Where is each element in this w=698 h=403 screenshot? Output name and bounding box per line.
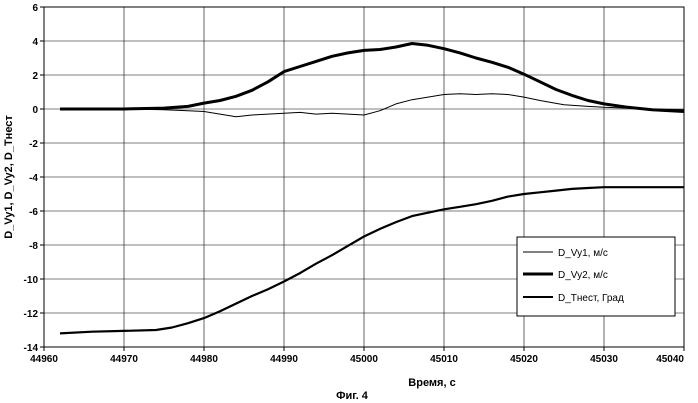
y-axis-title: D_Vy1, D_Vy2, D_Тнест <box>3 115 15 239</box>
y-tick-label: -2 <box>29 139 38 150</box>
y-tick-label: 4 <box>32 37 38 48</box>
x-tick-label: 45010 <box>430 354 458 365</box>
legend-label-tnest: D_Тнест, Град <box>558 293 624 304</box>
y-tick-label: -4 <box>29 173 38 184</box>
y-tick-label: 6 <box>32 3 38 14</box>
x-tick-label: 45030 <box>590 354 618 365</box>
x-tick-label: 44960 <box>30 354 58 365</box>
y-tick-label: -12 <box>24 309 39 320</box>
y-tick-label: -14 <box>24 343 39 354</box>
y-tick-label: -8 <box>29 241 38 252</box>
x-tick-label: 44980 <box>190 354 218 365</box>
x-axis-title: Время, с <box>408 377 455 389</box>
legend-label-vy1: D_Vy1, м/с <box>558 248 608 259</box>
x-tick-label: 44990 <box>270 354 298 365</box>
x-tick-label: 45040 <box>656 354 684 365</box>
y-tick-label: -10 <box>24 275 39 286</box>
y-tick-label: 2 <box>32 71 38 82</box>
legend: D_Vy1, м/с D_Vy2, м/с D_Тнест, Град <box>517 237 675 316</box>
y-tick-label: 0 <box>32 105 38 116</box>
x-tick-label: 45020 <box>510 354 538 365</box>
y-tick-label: -6 <box>29 207 38 218</box>
x-tick-label: 44970 <box>110 354 138 365</box>
x-tick-label: 45000 <box>350 354 378 365</box>
legend-label-vy2: D_Vy2, м/с <box>558 270 608 281</box>
figure-caption: Фиг. 4 <box>336 390 369 402</box>
